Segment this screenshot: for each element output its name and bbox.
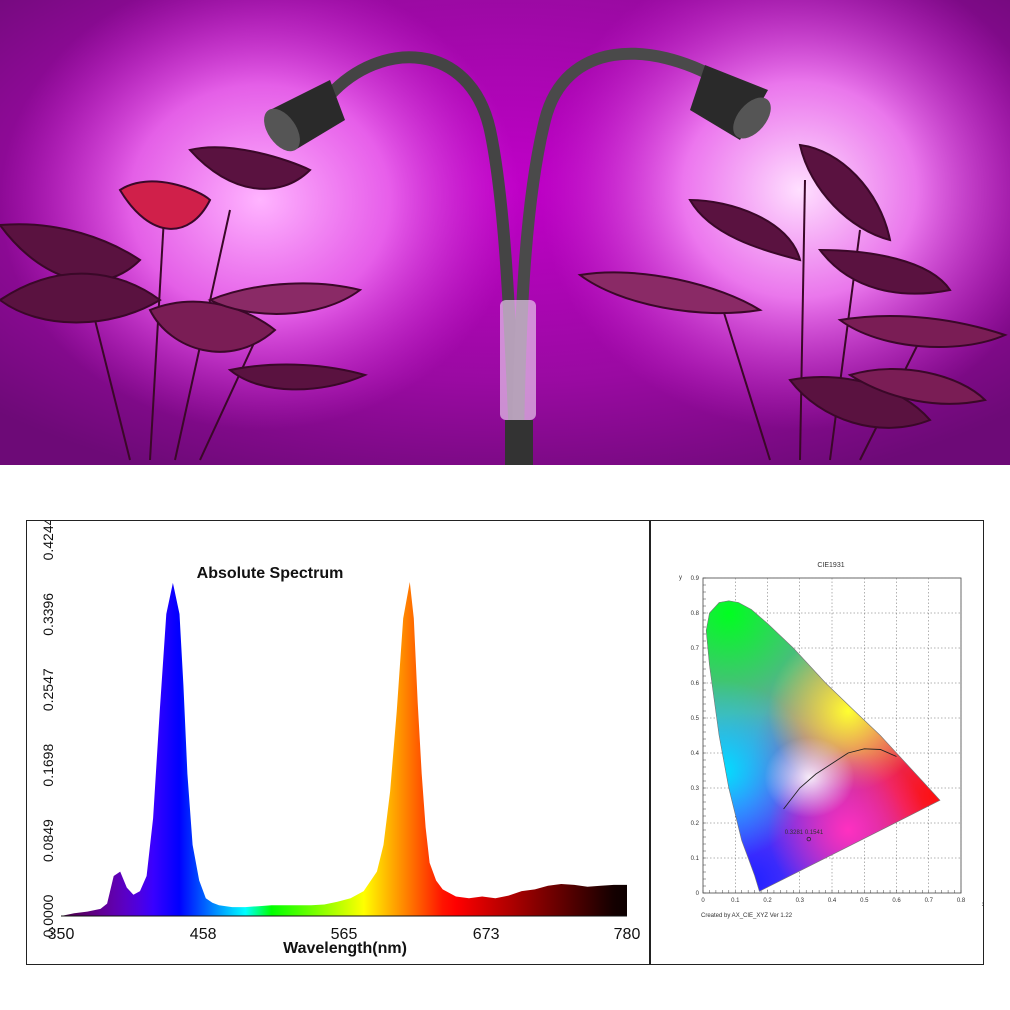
cie-y-tick-label: 0.7	[691, 646, 700, 652]
cie-x-axis-label: x	[982, 902, 983, 908]
cie-title: CIE1931	[817, 562, 844, 569]
y-tick-label: 0.0000	[40, 894, 56, 937]
chromaticity-point	[806, 836, 811, 842]
cie-x-tick-label: 0.2	[763, 898, 772, 904]
cie-x-tick-label: 0.7	[925, 898, 934, 904]
cie-y-tick-label: 0.8	[691, 611, 700, 617]
planckian-locus	[783, 748, 897, 810]
right-lamp-head	[690, 65, 771, 140]
spectral-locus	[705, 600, 941, 892]
x-tick-label: 565	[331, 926, 358, 943]
absolute-spectrum-chart: Absolute Spectrum 0.0000 0.0849 0.1698 0.25…	[40, 521, 641, 957]
x-tick-label: 350	[48, 926, 75, 943]
y-tick-label: 0.2547	[40, 668, 56, 711]
x-tick-label: 780	[614, 926, 641, 943]
cie-y-tick-label: 0.3	[691, 786, 700, 792]
cie-y-tick-label: 0.4	[691, 751, 700, 757]
cie-y-tick-label: 0.6	[691, 681, 700, 687]
x-tick-label: 673	[473, 926, 500, 943]
panel-divider	[649, 521, 651, 964]
cie-x-tick-label: 0.5	[860, 898, 869, 904]
y-tick-label: 0.3396	[40, 593, 56, 636]
cie-x-tick-label: 0.8	[957, 898, 966, 904]
y-tick-label: 0.0849	[40, 819, 56, 862]
left-plant	[0, 146, 368, 461]
right-plant	[577, 143, 1008, 461]
cie-credit: Created by AX_CIE_XYZ Ver 1.22	[701, 913, 793, 919]
grow-lamp-photo	[0, 0, 1010, 465]
cie-x-tick-label: 0.6	[892, 898, 901, 904]
x-tick-label: 458	[190, 926, 217, 943]
cie-x-tick-label: 0.4	[828, 898, 837, 904]
cie-y-tick-label: 0.9	[691, 576, 700, 582]
cie-y-tick-label: 0.2	[691, 821, 700, 827]
cie-x-tick-label: 0.3	[796, 898, 805, 904]
cie-y-tick-label: 0	[696, 891, 700, 897]
charts-frame: Absolute Spectrum 0.0000 0.0849 0.1698 0.25…	[26, 520, 984, 965]
cie-y-axis-label: y	[679, 575, 682, 581]
chart-title: Absolute Spectrum	[197, 565, 344, 582]
spectrum-area	[61, 582, 627, 916]
y-tick-label: 0.4244	[40, 521, 56, 560]
cie-x-tick-label: 0.1	[731, 898, 740, 904]
y-tick-label: 0.1698	[40, 744, 56, 787]
cie1931-chart: CIE1931 y x 0 0.1 0.2 0.3 0.4 0.5 0.6 0.7 0.8 0 0.…	[679, 562, 983, 919]
cie-y-tick-label: 0.1	[691, 856, 700, 862]
cie-x-tick-label: 0	[701, 898, 705, 904]
cie-y-tick-label: 0.5	[691, 716, 700, 722]
x-axis-label: Wavelength(nm)	[283, 940, 407, 957]
chromaticity-point-label: 0.3281 0.1541	[785, 830, 824, 836]
left-lamp-head	[264, 80, 345, 152]
